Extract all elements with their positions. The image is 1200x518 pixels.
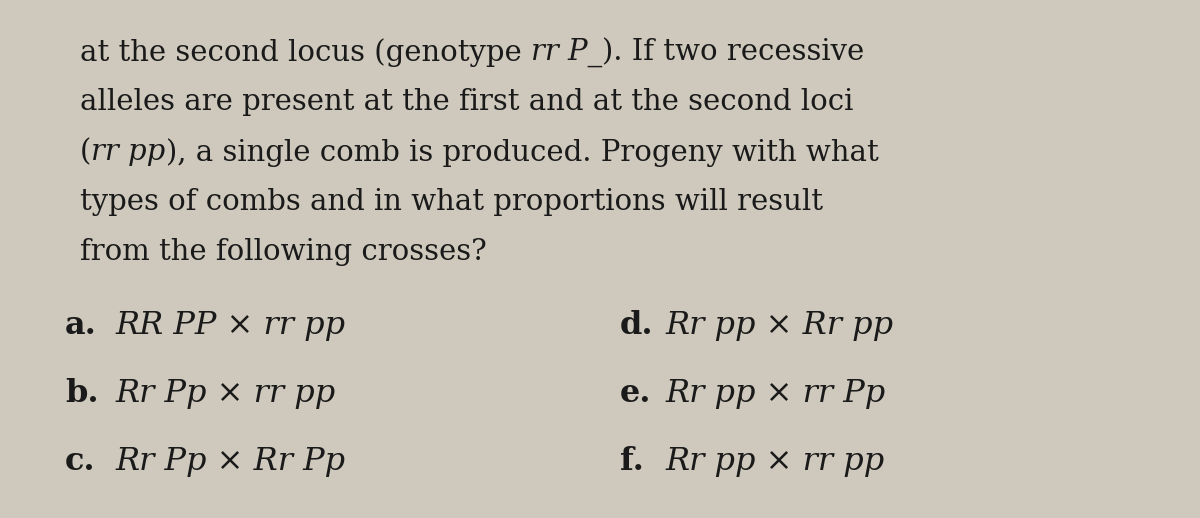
Text: a.: a. [65, 310, 97, 341]
Text: at the second locus (genotype: at the second locus (genotype [80, 38, 530, 67]
Text: Rr pp × rr pp: Rr pp × rr pp [665, 446, 884, 477]
Text: rr pp: rr pp [91, 138, 166, 166]
Text: e.: e. [620, 378, 652, 409]
Text: types of combs and in what proportions will result: types of combs and in what proportions w… [80, 188, 823, 216]
Text: from the following crosses?: from the following crosses? [80, 238, 487, 266]
Text: Rr pp × Rr pp: Rr pp × Rr pp [665, 310, 893, 341]
Text: (: ( [80, 138, 91, 166]
Text: d.: d. [620, 310, 654, 341]
Text: f.: f. [620, 446, 644, 477]
Text: Rr pp × rr Pp: Rr pp × rr Pp [665, 378, 886, 409]
Text: Rr Pp × Rr Pp: Rr Pp × Rr Pp [115, 446, 346, 477]
Text: b.: b. [65, 378, 98, 409]
Text: Rr Pp × rr pp: Rr Pp × rr pp [115, 378, 335, 409]
Text: ), a single comb is produced. Progeny with what: ), a single comb is produced. Progeny wi… [166, 138, 878, 167]
Text: RR PP × rr pp: RR PP × rr pp [115, 310, 346, 341]
Text: ). If two recessive: ). If two recessive [602, 38, 864, 66]
Text: c.: c. [65, 446, 96, 477]
Text: rr P_: rr P_ [530, 38, 602, 67]
Text: alleles are present at the first and at the second loci: alleles are present at the first and at … [80, 88, 853, 116]
